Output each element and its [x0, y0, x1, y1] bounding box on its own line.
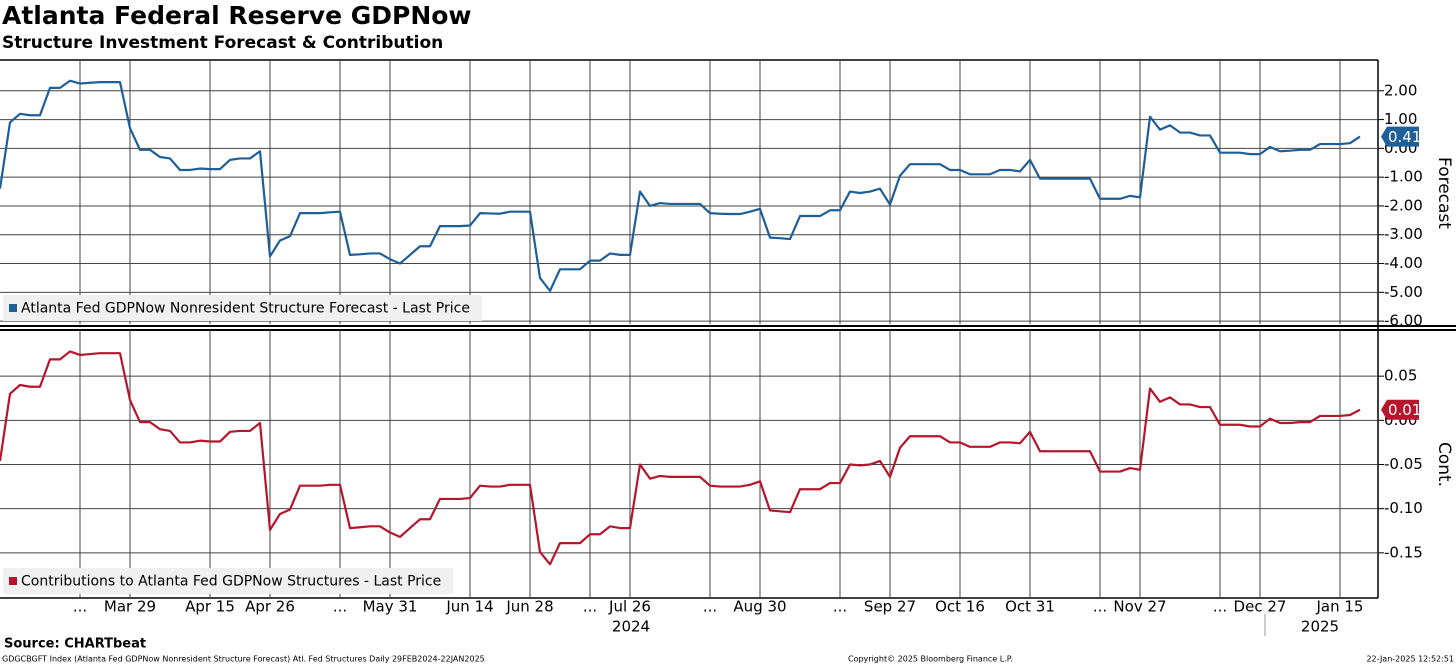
x-tick-label: Apr 15	[185, 598, 235, 616]
legend-box	[3, 295, 482, 321]
y-axis-title: Cont.	[1434, 442, 1454, 487]
legend: Contributions to Atlanta Fed GDPNow Stru…	[3, 568, 454, 594]
x-tick-label: Jun 14	[445, 598, 493, 616]
y-tick-label: -5.00	[1384, 283, 1423, 301]
x-tick-label: Apr 26	[245, 598, 295, 616]
y-axis-title: Forecast	[1434, 157, 1454, 229]
x-tick-label: ...	[703, 598, 717, 616]
year-label: 2025	[1301, 618, 1339, 636]
legend-swatch	[9, 304, 17, 312]
x-tick-label: ...	[73, 598, 87, 616]
y-tick-label: -1.00	[1384, 168, 1423, 186]
y-tick-label: 1.00	[1384, 110, 1417, 128]
legend-label: Contributions to Atlanta Fed GDPNow Stru…	[21, 574, 441, 590]
y-tick-label: 0.05	[1384, 367, 1417, 385]
x-tick-label: ...	[583, 598, 597, 616]
data-line	[0, 350, 1361, 566]
y-tick-label: -0.05	[1384, 455, 1423, 473]
x-tick-label: ...	[1093, 598, 1107, 616]
x-tick-label: May 31	[363, 598, 418, 616]
y-tick-label: -3.00	[1384, 225, 1423, 243]
last-value-label: 0.41	[1388, 128, 1421, 146]
x-tick-label: Sep 27	[864, 598, 916, 616]
y-tick-label: -2.00	[1384, 196, 1423, 214]
x-tick-label: ...	[333, 598, 347, 616]
x-tick-label: Oct 31	[1005, 598, 1055, 616]
chart-title: Atlanta Federal Reserve GDPNow	[2, 1, 472, 30]
y-tick-label: -0.15	[1384, 543, 1423, 561]
ticker-note: GDGCBGFT Index (Atlanta Fed GDPNow Nonre…	[2, 655, 485, 664]
year-label: 2024	[612, 618, 650, 636]
legend-box	[3, 568, 454, 594]
x-tick-label: Jan 15	[1316, 598, 1364, 616]
data-line	[0, 79, 1361, 292]
x-tick-label: Jun 28	[505, 598, 553, 616]
x-tick-label: Mar 29	[104, 598, 156, 616]
x-tick-label: Jul 26	[608, 598, 651, 616]
x-tick-label: ...	[833, 598, 847, 616]
last-value-box	[1381, 126, 1419, 147]
y-tick-label: -4.00	[1384, 254, 1423, 272]
y-tick-label: -0.10	[1384, 499, 1423, 517]
copyright: Copyright© 2025 Bloomberg Finance L.P.	[848, 655, 1013, 664]
legend-label: Atlanta Fed GDPNow Nonresident Structure…	[21, 301, 470, 317]
chart-subtitle: Structure Investment Forecast & Contribu…	[2, 33, 443, 53]
legend-swatch	[9, 577, 17, 585]
x-tick-label: ...	[1213, 598, 1227, 616]
timestamp: 22-Jan-2025 12:52:51	[1366, 655, 1454, 664]
x-tick-label: Aug 30	[733, 598, 786, 616]
x-tick-label: Nov 27	[1113, 598, 1166, 616]
x-tick-label: Dec 27	[1234, 598, 1287, 616]
last-value-label: 0.01	[1388, 401, 1421, 419]
last-value-box	[1381, 399, 1419, 420]
y-tick-label: -6.00	[1384, 312, 1423, 330]
source: Source: CHARTbeat	[4, 637, 146, 652]
legend: Atlanta Fed GDPNow Nonresident Structure…	[3, 295, 482, 321]
y-tick-label: 2.00	[1384, 81, 1417, 99]
x-tick-label: Oct 16	[935, 598, 985, 616]
